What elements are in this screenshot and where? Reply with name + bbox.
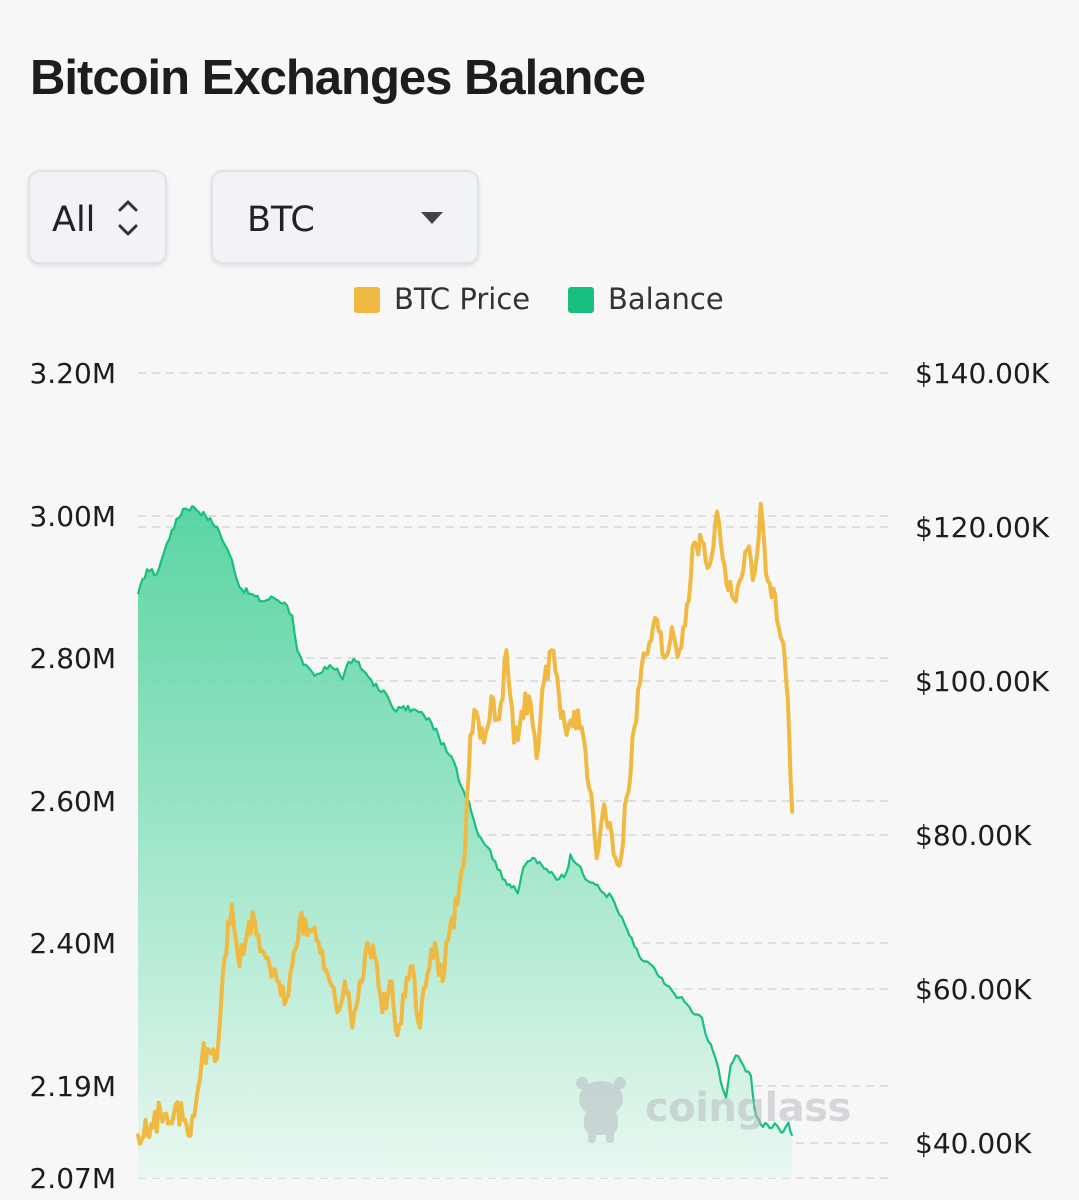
right-tick-label: $120.00K: [915, 511, 1050, 544]
coin-select[interactable]: BTC: [211, 170, 479, 264]
right-tick-label: $60.00K: [915, 973, 1032, 1006]
legend-swatch-balance: [568, 287, 594, 313]
left-tick-label: 2.80M: [29, 642, 116, 675]
caret-down-icon: [421, 212, 443, 224]
range-select[interactable]: All: [28, 170, 167, 264]
left-tick-label: 2.40M: [29, 927, 116, 960]
right-tick-label: $100.00K: [915, 665, 1050, 698]
watermark-text: coinglass: [645, 1085, 851, 1131]
coinglass-logo-icon: [576, 1077, 626, 1143]
left-tick-label: 2.60M: [29, 785, 116, 818]
legend-label-price: BTC Price: [394, 282, 531, 316]
chevron-updown-icon: [118, 200, 138, 236]
right-tick-label: $80.00K: [915, 819, 1032, 852]
series-layer: [136, 501, 795, 1178]
legend-swatch-price: [354, 287, 380, 313]
right-tick-label: $140.00K: [915, 357, 1050, 390]
right-axis: $140.00K $120.00K $100.00K $80.00K $60.00K $4…: [915, 357, 1050, 1160]
legend-label-balance: Balance: [608, 282, 724, 316]
btc-price-line: [136, 501, 795, 1146]
watermark: coinglass: [570, 1075, 851, 1145]
left-tick-label: 2.19M: [29, 1070, 116, 1103]
page-title: Bitcoin Exchanges Balance: [30, 51, 646, 105]
left-axis: 3.20M 3.00M 2.80M 2.60M 2.40M 2.19M 2.07M: [29, 357, 116, 1195]
left-tick-label: 2.07M: [29, 1162, 116, 1195]
left-tick-label: 3.20M: [29, 357, 116, 390]
right-tick-label: $40.00K: [915, 1127, 1032, 1160]
left-tick-label: 3.00M: [29, 500, 116, 533]
range-select-value: All: [52, 200, 96, 240]
exchange-balance-chart: 3.20M 3.00M 2.80M 2.60M 2.40M 2.19M 2.07M $140…: [29, 357, 1050, 1195]
coin-select-value: BTC: [247, 200, 315, 240]
